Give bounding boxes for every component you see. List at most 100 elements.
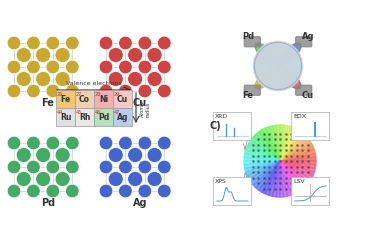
Wedge shape (269, 161, 280, 196)
Circle shape (119, 184, 132, 198)
FancyBboxPatch shape (56, 90, 75, 108)
Circle shape (65, 184, 79, 198)
Wedge shape (269, 126, 280, 161)
Wedge shape (280, 161, 307, 188)
Wedge shape (280, 161, 314, 176)
Wedge shape (259, 130, 280, 161)
Text: 28: 28 (95, 92, 101, 97)
Wedge shape (244, 157, 280, 161)
Circle shape (108, 172, 123, 186)
Text: EDX: EDX (293, 114, 306, 119)
Ellipse shape (278, 66, 301, 89)
Circle shape (147, 172, 162, 186)
Circle shape (65, 60, 79, 74)
Wedge shape (280, 157, 316, 161)
Wedge shape (245, 161, 280, 172)
Text: Atomic
radius: Atomic radius (140, 99, 151, 117)
Wedge shape (276, 161, 280, 197)
Circle shape (108, 47, 123, 63)
FancyBboxPatch shape (75, 90, 94, 108)
Text: Cu: Cu (133, 98, 147, 108)
Wedge shape (280, 140, 311, 161)
Wedge shape (251, 161, 280, 185)
FancyBboxPatch shape (113, 90, 132, 108)
Text: 27: 27 (76, 92, 82, 97)
Circle shape (108, 148, 123, 162)
Circle shape (27, 184, 40, 198)
Wedge shape (280, 161, 291, 196)
Wedge shape (265, 127, 280, 161)
Wedge shape (249, 140, 280, 161)
Circle shape (7, 184, 21, 198)
Circle shape (27, 36, 40, 50)
Text: Fe: Fe (61, 96, 71, 105)
FancyBboxPatch shape (291, 177, 329, 205)
Wedge shape (280, 125, 288, 161)
Wedge shape (280, 127, 295, 161)
Circle shape (128, 47, 143, 63)
Circle shape (99, 84, 113, 98)
Wedge shape (280, 161, 313, 179)
Circle shape (65, 136, 79, 150)
Wedge shape (280, 126, 291, 161)
Text: Ag: Ag (133, 198, 147, 208)
Circle shape (158, 160, 171, 174)
Circle shape (158, 184, 171, 198)
Circle shape (46, 60, 60, 74)
Text: 44: 44 (57, 110, 63, 114)
Text: 45: 45 (76, 110, 82, 114)
Text: Ni: Ni (99, 96, 108, 105)
Wedge shape (280, 130, 301, 161)
Wedge shape (280, 161, 316, 169)
Circle shape (46, 160, 60, 174)
Circle shape (55, 47, 70, 63)
Ellipse shape (278, 43, 301, 66)
Circle shape (128, 72, 143, 86)
FancyBboxPatch shape (296, 37, 312, 47)
FancyBboxPatch shape (291, 112, 329, 140)
Wedge shape (244, 161, 280, 169)
Circle shape (147, 72, 162, 86)
Wedge shape (280, 161, 298, 194)
Circle shape (99, 160, 113, 174)
Wedge shape (251, 137, 280, 161)
FancyBboxPatch shape (296, 85, 312, 95)
Circle shape (36, 148, 51, 162)
Circle shape (138, 160, 152, 174)
Wedge shape (280, 150, 315, 161)
FancyBboxPatch shape (75, 108, 94, 126)
Text: Pd: Pd (242, 32, 254, 41)
Circle shape (16, 72, 31, 86)
Text: Ru: Ru (60, 114, 71, 122)
Text: 26: 26 (57, 92, 63, 97)
Wedge shape (262, 161, 280, 194)
FancyBboxPatch shape (113, 108, 132, 126)
Circle shape (99, 36, 113, 50)
Wedge shape (280, 128, 298, 161)
Circle shape (158, 60, 171, 74)
Wedge shape (280, 146, 314, 161)
Wedge shape (273, 125, 280, 161)
Circle shape (16, 47, 31, 63)
Wedge shape (280, 161, 284, 197)
Text: Valence electrons: Valence electrons (66, 81, 122, 86)
Circle shape (99, 60, 113, 74)
Circle shape (65, 160, 79, 174)
Circle shape (36, 47, 51, 63)
Text: Rh: Rh (79, 114, 90, 122)
Wedge shape (244, 153, 280, 161)
Circle shape (158, 36, 171, 50)
Wedge shape (265, 161, 280, 195)
Wedge shape (273, 161, 280, 197)
Circle shape (46, 184, 60, 198)
Text: Fe: Fe (42, 98, 55, 108)
Wedge shape (259, 161, 280, 192)
Wedge shape (262, 128, 280, 161)
Circle shape (99, 184, 113, 198)
Text: 29: 29 (114, 92, 120, 97)
Wedge shape (280, 153, 316, 161)
Circle shape (147, 47, 162, 63)
Circle shape (55, 148, 70, 162)
Circle shape (108, 72, 123, 86)
Wedge shape (280, 134, 307, 161)
